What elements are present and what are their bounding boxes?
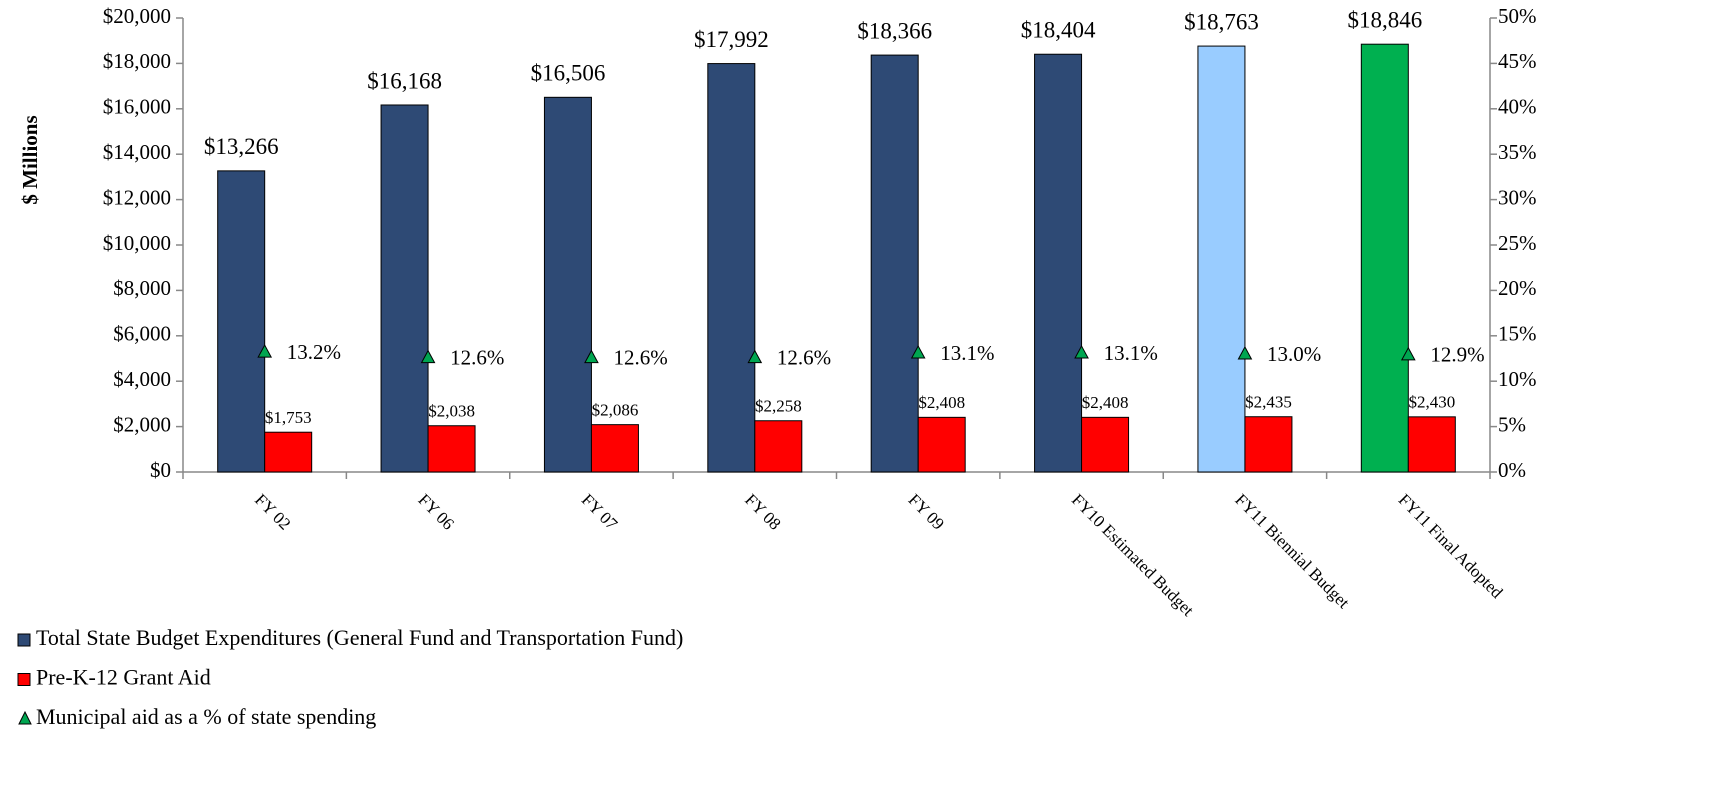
marker-value-label: 12.6% [450, 345, 504, 369]
bar-value-label: $2,038 [428, 402, 475, 421]
y2-tick-label: 45% [1498, 49, 1537, 73]
y-tick-label: $6,000 [113, 322, 171, 346]
bar-value-label: $2,408 [918, 393, 965, 412]
bar [427, 425, 476, 473]
bar-value-label: $2,086 [592, 401, 639, 420]
y2-tick-label: 25% [1498, 231, 1537, 255]
bar-value-label: $1,753 [265, 408, 312, 427]
y-tick-label: $16,000 [103, 95, 171, 119]
marker-value-label: 12.9% [1430, 343, 1484, 367]
x-tick-label: FY10 Estimated Budget [1068, 490, 1198, 620]
y2-tick-label: 0% [1498, 458, 1526, 482]
marker [910, 345, 926, 359]
legend-label: Pre-K-12 Grant Aid [36, 665, 211, 690]
bar-value-label: $16,506 [531, 61, 606, 86]
x-tick-label: FY 09 [905, 490, 948, 533]
bar [543, 96, 592, 473]
y-tick-label: $20,000 [103, 4, 171, 28]
y-tick-label: $2,000 [113, 412, 171, 436]
marker-value-label: 12.6% [777, 345, 831, 369]
x-tick-label: FY11 Biennial Budget [1231, 490, 1353, 612]
y-tick-label: $0 [150, 458, 171, 482]
y2-tick-label: 5% [1498, 412, 1526, 436]
bar [1407, 416, 1456, 473]
y-tick-label: $8,000 [113, 276, 171, 300]
marker-value-label: 12.6% [613, 345, 667, 369]
bar [917, 416, 966, 473]
x-tick-label: FY11 Final Adopted [1395, 490, 1507, 602]
marker [420, 349, 436, 364]
bar [217, 170, 266, 473]
bar-value-label: $2,430 [1408, 393, 1455, 412]
bar [707, 63, 756, 473]
bar [380, 104, 429, 473]
bar [754, 420, 803, 473]
y2-tick-label: 10% [1498, 367, 1537, 391]
legend-swatch [17, 673, 31, 686]
bar-value-label: $18,404 [1021, 18, 1096, 43]
bar-value-label: $16,168 [367, 68, 442, 93]
bar-value-label: $18,846 [1347, 7, 1422, 32]
y2-tick-label: 35% [1498, 140, 1537, 164]
bar [1197, 45, 1246, 473]
marker [1400, 346, 1416, 361]
x-tick-label: FY 02 [251, 490, 294, 533]
y-tick-label: $18,000 [103, 49, 171, 73]
marker [584, 349, 599, 364]
bar-value-label: $2,258 [755, 397, 802, 416]
legend-swatch [17, 633, 31, 647]
y-tick-label: $12,000 [103, 185, 171, 209]
bar-value-label: $18,763 [1184, 9, 1259, 34]
marker-value-label: 13.0% [1267, 342, 1321, 366]
y-axis-label: $ Millions [18, 115, 42, 204]
marker [747, 349, 763, 364]
bar [1081, 416, 1130, 473]
bar [1360, 43, 1409, 473]
legend-label: Total State Budget Expenditures (General… [36, 625, 683, 650]
bar-value-label: $2,408 [1082, 393, 1129, 412]
y2-tick-label: 40% [1498, 95, 1537, 119]
marker-value-label: 13.1% [1104, 341, 1158, 365]
marker-value-label: 13.2% [287, 340, 341, 364]
marker-value-label: 13.1% [940, 341, 994, 365]
legend-marker [18, 710, 32, 725]
bar-value-label: $13,266 [204, 134, 279, 159]
y-tick-label: $4,000 [113, 367, 171, 391]
x-tick-label: FY 06 [414, 490, 457, 533]
bar-value-label: $2,435 [1245, 393, 1292, 412]
bar [264, 431, 313, 473]
y2-tick-label: 30% [1498, 185, 1537, 209]
marker [257, 344, 273, 358]
y2-tick-label: 20% [1498, 276, 1537, 300]
y2-tick-label: 50% [1498, 4, 1537, 28]
bar-value-label: $18,366 [857, 18, 932, 43]
bar [870, 54, 919, 473]
bar-value-label: $17,992 [694, 27, 769, 52]
x-tick-label: FY 07 [578, 490, 622, 534]
bar [1244, 416, 1293, 473]
bar [590, 424, 639, 473]
marker [1237, 345, 1253, 360]
x-tick-label: FY 08 [741, 490, 784, 533]
y2-tick-label: 15% [1498, 322, 1537, 346]
marker [1074, 345, 1089, 359]
y-tick-label: $14,000 [103, 140, 171, 164]
y-tick-label: $10,000 [103, 231, 171, 255]
legend-label: Municipal aid as a % of state spending [36, 704, 376, 729]
bar [1034, 53, 1083, 473]
